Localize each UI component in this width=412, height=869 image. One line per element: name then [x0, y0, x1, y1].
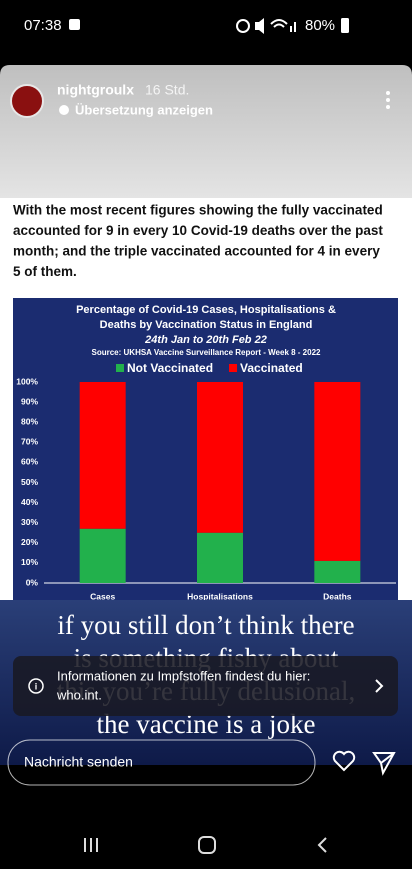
battery-text: 80%: [305, 17, 335, 34]
mute-icon: [255, 18, 264, 34]
y-tick-label: 10%: [21, 557, 38, 567]
translate-link[interactable]: Übersetzung anzeigen: [75, 102, 213, 117]
chart-title: Deaths by Vaccination Status in England: [100, 319, 313, 331]
x-tick-label: Deaths: [323, 591, 352, 601]
like-button[interactable]: [332, 750, 356, 772]
avatar[interactable]: [10, 84, 44, 118]
translate-icon: [59, 105, 69, 115]
legend-label: Not Vaccinated: [127, 361, 213, 375]
reply-input[interactable]: [7, 739, 316, 786]
wifi-icon: [270, 19, 288, 28]
time-ago: 16 Std.: [145, 82, 189, 98]
nav-back[interactable]: [317, 837, 327, 853]
more-menu[interactable]: [386, 91, 390, 109]
alarm-icon: [236, 19, 250, 33]
chart-subtitle: 24th Jan to 20th Feb 22: [144, 334, 267, 346]
y-tick-label: 50%: [21, 477, 38, 487]
send-button[interactable]: [372, 752, 396, 776]
post-line: month; and the triple vaccinated account…: [13, 244, 380, 259]
bar-segment: [197, 382, 243, 533]
reply-placeholder: Nachricht senden: [24, 754, 133, 770]
legend-swatch: [229, 364, 238, 372]
chart-source: Source: UKHSA Vaccine Surveillance Repor…: [92, 348, 322, 357]
info-link[interactable]: who.int.: [56, 687, 102, 702]
x-tick-label: Cases: [90, 591, 115, 601]
overlay-line: if you still don’t think there: [57, 610, 354, 640]
post-line: accounted for 9 in every 10 Covid-19 dea…: [13, 223, 383, 238]
nav-recents[interactable]: [84, 838, 98, 852]
bar-segment: [314, 560, 361, 583]
username[interactable]: nightgroulx: [57, 82, 134, 98]
y-tick-label: 20%: [21, 537, 38, 547]
post-text: With the most recent figures showing the…: [13, 203, 383, 280]
chevron: [375, 679, 384, 693]
post-line: 5 of them.: [13, 264, 77, 279]
chart: Percentage of Covid-19 Cases, Hospitalis…: [16, 304, 396, 601]
info-icon-glyph: i: [35, 681, 38, 691]
y-tick-label: 80%: [21, 416, 38, 426]
battery-icon: [341, 18, 349, 33]
info-icon: [28, 678, 44, 694]
bar-segment: [79, 382, 126, 529]
bar-segment: [314, 382, 361, 561]
y-tick-label: 40%: [21, 497, 38, 507]
y-tick-label: 60%: [21, 457, 38, 467]
y-tick-label: 70%: [21, 437, 38, 447]
gallery-icon: [69, 19, 80, 30]
signal-icon: [294, 22, 296, 32]
clock: 07:38: [24, 17, 62, 34]
chart-title: Percentage of Covid-19 Cases, Hospitalis…: [76, 304, 336, 316]
legend-label: Vaccinated: [240, 361, 303, 375]
y-tick-label: 30%: [21, 517, 38, 527]
bar-segment: [79, 528, 126, 583]
nav-home[interactable]: [198, 836, 216, 854]
info-text: Informationen zu Impfstoffen findest du …: [57, 668, 310, 683]
post-line: With the most recent figures showing the…: [13, 203, 383, 218]
y-tick-label: 100%: [16, 376, 38, 386]
story-header: [0, 65, 412, 198]
y-tick-label: 90%: [21, 396, 38, 406]
legend-swatch: [116, 364, 124, 372]
x-tick-label: Hospitalisations: [187, 591, 253, 601]
info-banner[interactable]: [13, 656, 398, 716]
signal-icon: [290, 26, 292, 32]
y-tick-label: 0%: [26, 577, 39, 587]
bar-segment: [197, 532, 243, 583]
